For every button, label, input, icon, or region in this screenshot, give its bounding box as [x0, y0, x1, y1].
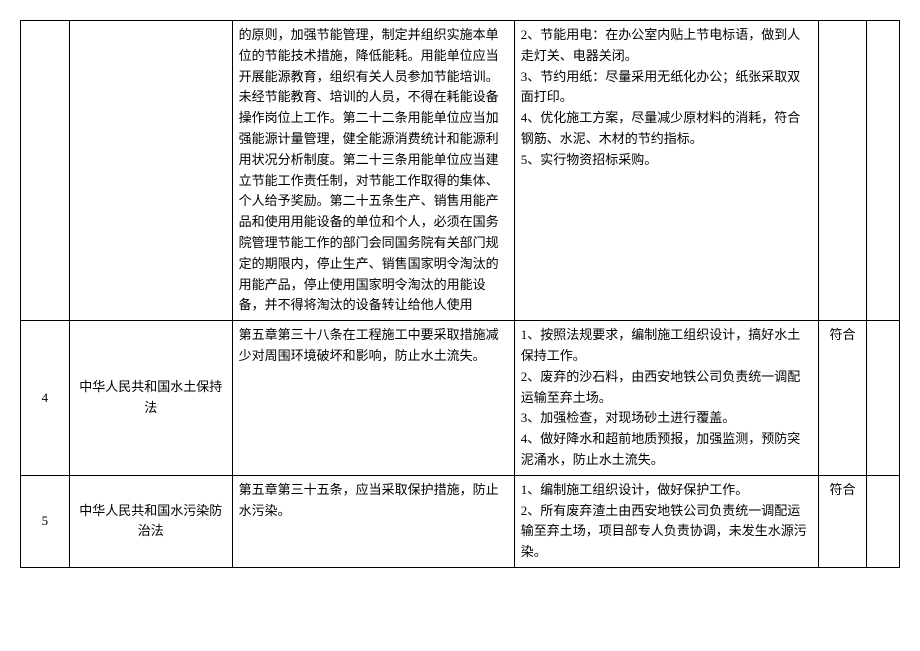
cell-law: 中华人民共和国水土保持法 — [69, 321, 232, 476]
cell-law: 中华人民共和国水污染防治法 — [69, 475, 232, 567]
cell-measures: 1、按照法规要求，编制施工组织设计，搞好水土保持工作。 2、废弃的沙石料，由西安… — [514, 321, 818, 476]
table-row: 5 中华人民共和国水污染防治法 第五章第三十五条，应当采取保护措施，防止水污染。… — [21, 475, 900, 567]
regulation-compliance-table: 的原则，加强节能管理，制定并组织实施本单位的节能技术措施，降低能耗。用能单位应当… — [20, 20, 900, 568]
cell-clause: 第五章第三十五条，应当采取保护措施，防止水污染。 — [232, 475, 514, 567]
table-row: 4 中华人民共和国水土保持法 第五章第三十八条在工程施工中要采取措施减少对周围环… — [21, 321, 900, 476]
cell-law — [69, 21, 232, 321]
cell-status: 符合 — [818, 321, 867, 476]
cell-last — [867, 21, 900, 321]
cell-status: 符合 — [818, 475, 867, 567]
cell-status — [818, 21, 867, 321]
cell-num — [21, 21, 70, 321]
cell-measures: 2、节能用电：在办公室内贴上节电标语，做到人走灯关、电器关闭。 3、节约用纸：尽… — [514, 21, 818, 321]
cell-measures: 1、编制施工组织设计，做好保护工作。 2、所有废弃渣土由西安地铁公司负责统一调配… — [514, 475, 818, 567]
cell-num: 5 — [21, 475, 70, 567]
cell-num: 4 — [21, 321, 70, 476]
cell-last — [867, 321, 900, 476]
cell-clause: 的原则，加强节能管理，制定并组织实施本单位的节能技术措施，降低能耗。用能单位应当… — [232, 21, 514, 321]
table-body: 的原则，加强节能管理，制定并组织实施本单位的节能技术措施，降低能耗。用能单位应当… — [21, 21, 900, 568]
table-row: 的原则，加强节能管理，制定并组织实施本单位的节能技术措施，降低能耗。用能单位应当… — [21, 21, 900, 321]
cell-last — [867, 475, 900, 567]
cell-clause: 第五章第三十八条在工程施工中要采取措施减少对周围环境破坏和影响，防止水土流失。 — [232, 321, 514, 476]
